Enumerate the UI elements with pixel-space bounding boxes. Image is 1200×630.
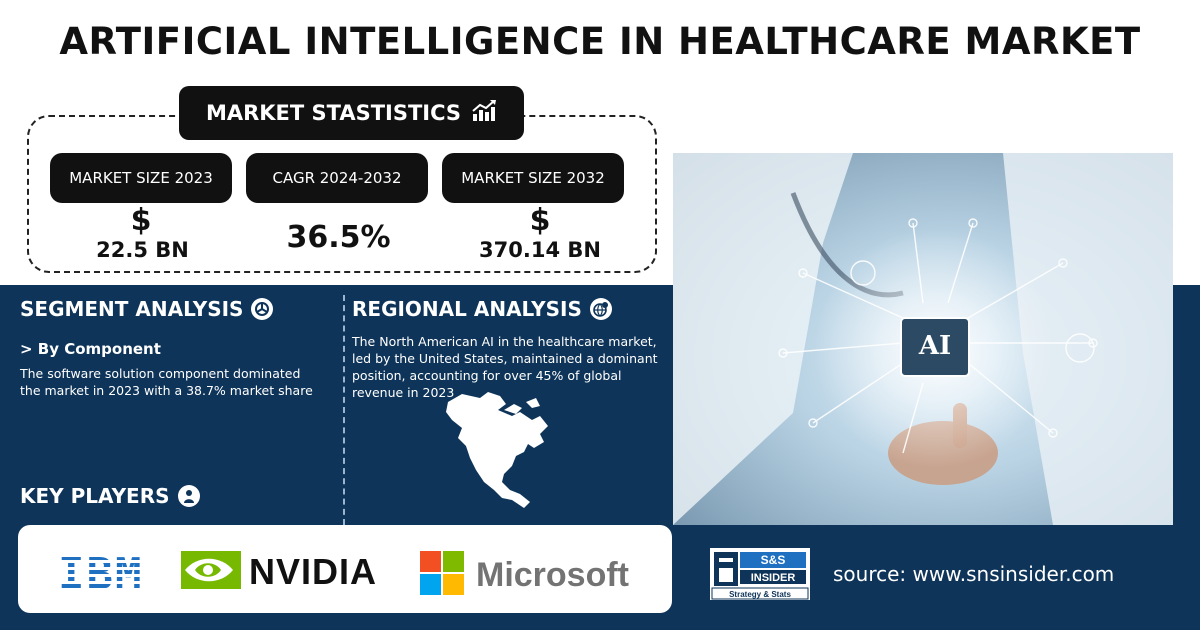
dollar-symbol-2023: $	[130, 203, 152, 238]
ibm-logo-text: IBM	[58, 549, 144, 600]
regional-analysis-heading: REGIONAL ANALYSIS	[352, 297, 612, 321]
sns-logo-line2: INSIDER	[751, 572, 796, 584]
doctor-ai-illustration	[673, 153, 1173, 525]
nvidia-logo: NVIDIA	[181, 551, 377, 593]
microsoft-logo-text: Microsoft	[476, 555, 629, 594]
sns-logo-line1: S&S	[761, 553, 786, 567]
market-stats-header-label: MARKET STASTISTICS	[205, 101, 462, 125]
dollar-symbol-2032: $	[529, 203, 551, 238]
microsoft-logo: Microsoft	[420, 551, 629, 599]
stat-value-market-size-2023: 22.5 BN	[96, 238, 189, 262]
sns-insider-logo: S&S INSIDER Strategy & Stats	[710, 548, 810, 600]
pie-chart-icon	[251, 298, 274, 320]
page-title: ARTIFICIAL INTELLIGENCE IN HEALTHCARE MA…	[59, 20, 1141, 63]
regional-text: The North American AI in the healthcare …	[352, 334, 658, 400]
ai-chip-label: AI	[918, 331, 952, 361]
stat-label-market-size-2023: MARKET SIZE 2023	[50, 153, 232, 203]
doctor-ai-hero-image: AI	[673, 153, 1173, 525]
segment-subheading: > By Component	[20, 340, 161, 358]
sns-logo-line3: Strategy & Stats	[729, 590, 791, 599]
ibm-logo: IBM	[58, 549, 143, 600]
key-players-heading: KEY PLAYERS	[20, 484, 200, 508]
section-divider	[343, 295, 345, 525]
regional-analysis-title: REGIONAL ANALYSIS	[352, 297, 582, 321]
growth-chart-icon	[471, 99, 497, 128]
market-stats-header: MARKET STASTISTICS	[179, 86, 524, 140]
globe-pin-icon	[589, 298, 612, 320]
nvidia-logo-text: NVIDIA	[249, 551, 378, 592]
key-players-logos: IBM NVIDIA Microsoft	[18, 525, 672, 613]
north-america-map	[446, 392, 548, 508]
stat-value-cagr: 36.5%	[286, 220, 391, 255]
nvidia-eye-icon	[181, 551, 241, 593]
segment-analysis-heading: SEGMENT ANALYSIS	[20, 297, 274, 321]
stat-value-market-size-2032: 370.14 BN	[479, 238, 601, 262]
stat-label-market-size-2032: MARKET SIZE 2032	[442, 153, 624, 203]
source-text: source: www.snsinsider.com	[833, 562, 1115, 586]
stat-label-cagr: CAGR 2024-2032	[246, 153, 428, 203]
segment-text: The software solution component dominate…	[20, 366, 313, 398]
key-players-title: KEY PLAYERS	[20, 484, 170, 508]
person-icon	[177, 485, 200, 507]
microsoft-windows-icon	[420, 551, 464, 599]
segment-analysis-title: SEGMENT ANALYSIS	[20, 297, 244, 321]
